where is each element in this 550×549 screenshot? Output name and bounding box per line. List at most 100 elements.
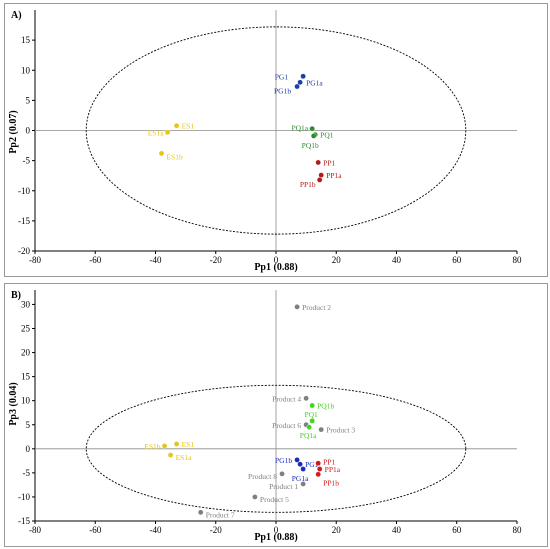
point-label: PP1a (325, 465, 341, 474)
y-tick-label: -15 (18, 516, 30, 526)
x-tick-label: -20 (210, 255, 222, 265)
point-label: ES1 (182, 122, 195, 131)
y-tick-label: 20 (21, 348, 31, 358)
y-tick-label: -15 (18, 216, 30, 226)
data-point (294, 83, 300, 90)
point-label: ES1 (182, 440, 195, 449)
panel-label-b: B) (11, 290, 21, 301)
point-label: PP1b (300, 180, 316, 189)
point-label: ES1b (144, 442, 161, 451)
data-point (252, 494, 258, 500)
data-point (309, 402, 315, 409)
axes-b: -80 -60 -40 -20 0 20 40 60 80 -15 -10 -5 0 5 10 15 20 25 3… (18, 290, 522, 535)
point-label: Product 2 (302, 303, 331, 312)
y-tick-label: -5 (23, 156, 31, 166)
y-axis-label-b: Pp3 (0.04) (8, 382, 19, 425)
point-label: PP1b (323, 478, 339, 487)
data-point (316, 177, 323, 183)
point-label: PG1 (305, 460, 319, 469)
data-point (310, 133, 317, 139)
data-point (318, 426, 324, 433)
y-tick-label: 15 (21, 372, 31, 382)
point-label: PG1a (292, 474, 309, 483)
data-point (164, 129, 171, 136)
point-label: ES1a (148, 128, 165, 137)
data-point (316, 466, 323, 472)
point-label: PG1b (274, 87, 291, 96)
scatter-plot-b: B) -80 -60 -40 -20 0 20 40 60 80 -15 -10 -5 0 5 10 15 20… (8, 290, 522, 543)
point-label: Product 8 (248, 472, 277, 481)
panel-b: B) -80 -60 -40 -20 0 20 40 60 80 -15 -10 -5 0 5 10 15 20… (4, 283, 548, 547)
x-tick-label: 0 (274, 255, 279, 265)
data-point (167, 452, 174, 458)
scatter-plot-a: A) -80 -60 -40 -20 0 20 40 60 80 -20 -15 -10 -5 0 5 10 1… (8, 10, 522, 273)
data-point (279, 471, 285, 477)
data-point (309, 418, 315, 424)
point-label: ES1b (167, 152, 184, 161)
x-tick-label: 60 (452, 255, 462, 265)
point-label: PQ1 (320, 131, 334, 140)
point-label: PP1 (323, 457, 335, 466)
y-axis-label-a: Pp2 (0.07) (8, 110, 19, 153)
x-tick-label: -60 (89, 525, 101, 535)
point-label: Product 5 (260, 495, 289, 504)
y-tick-label: 5 (26, 95, 31, 105)
data-point (173, 441, 180, 447)
y-tick-label: 25 (21, 324, 31, 334)
x-tick-label: 40 (392, 255, 402, 265)
panel-label-a: A) (11, 10, 22, 21)
x-tick-label: 80 (513, 525, 523, 535)
x-tick-label: 20 (332, 255, 342, 265)
point-label: PG1 (275, 72, 289, 81)
x-tick-label: -40 (150, 255, 162, 265)
data-point (197, 509, 204, 516)
y-tick-label: 15 (21, 35, 31, 45)
point-label: PP1a (326, 171, 342, 180)
y-tick-label: 0 (26, 126, 31, 136)
x-tick-label: -40 (150, 525, 162, 535)
data-point (297, 461, 303, 468)
x-tick-label: -80 (29, 255, 41, 265)
data-point (294, 304, 300, 310)
x-tick-label: -60 (89, 255, 101, 265)
y-tick-label: 30 (21, 299, 31, 309)
data-point (300, 481, 306, 487)
point-label: PQ1 (304, 410, 318, 419)
point-label: PG1a (306, 78, 323, 87)
axes-a: -80 -60 -40 -20 0 20 40 60 80 -20 -15 -10 -5 0 5 10 15 PG… (18, 10, 522, 265)
y-tick-label: 0 (26, 444, 31, 454)
point-label: Product 7 (206, 510, 235, 519)
data-point (309, 125, 315, 132)
data-point (315, 159, 321, 166)
data-point (173, 122, 180, 129)
y-tick-label: 10 (21, 396, 31, 406)
x-tick-label: 40 (392, 525, 402, 535)
confidence-ellipse (85, 26, 467, 235)
data-point (300, 73, 306, 80)
point-label: PQ1a (300, 431, 317, 440)
point-label: Product 6 (272, 421, 301, 430)
point-label: ES1a (176, 453, 193, 462)
x-tick-label: -80 (29, 525, 41, 535)
x-axis-label-a: Pp1 (0.88) (254, 262, 297, 273)
x-tick-label: -20 (210, 525, 222, 535)
data-point (294, 457, 300, 463)
data-point (318, 172, 324, 178)
x-tick-label: 20 (332, 525, 342, 535)
point-label: Product 4 (272, 394, 301, 403)
point-label: Product 1 (269, 482, 298, 491)
point-label: PQ1a (291, 124, 308, 133)
y-tick-label: -5 (23, 468, 31, 478)
x-tick-label: 80 (513, 255, 523, 265)
y-tick-label: -10 (18, 492, 30, 502)
y-tick-label: -20 (18, 246, 30, 256)
data-point (315, 471, 321, 478)
y-tick-label: 5 (26, 420, 31, 430)
data-point (300, 466, 306, 472)
x-tick-label: 0 (274, 525, 279, 535)
confidence-ellipse (85, 384, 467, 513)
data-point (161, 443, 168, 449)
y-tick-label: 10 (21, 65, 31, 75)
x-axis-label-b: Pp1 (0.88) (254, 532, 297, 543)
data-point (297, 79, 303, 86)
